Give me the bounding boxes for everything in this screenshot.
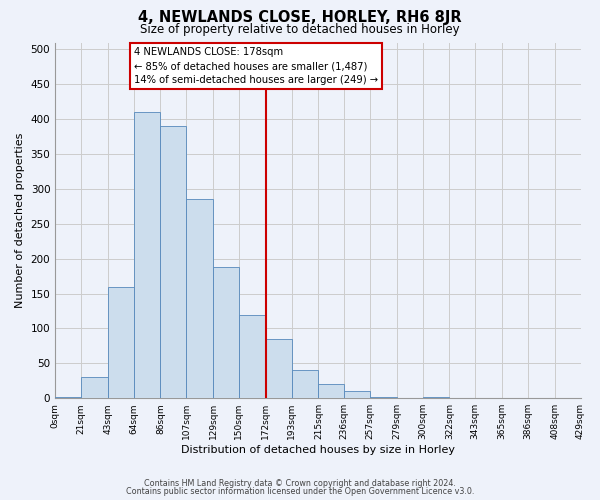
Bar bbox=[292, 370, 319, 398]
Bar bbox=[134, 112, 160, 398]
Y-axis label: Number of detached properties: Number of detached properties bbox=[15, 132, 25, 308]
Bar bbox=[81, 378, 108, 398]
Text: Size of property relative to detached houses in Horley: Size of property relative to detached ho… bbox=[140, 22, 460, 36]
Bar bbox=[422, 397, 449, 398]
Bar bbox=[108, 286, 134, 398]
Text: 4, NEWLANDS CLOSE, HORLEY, RH6 8JR: 4, NEWLANDS CLOSE, HORLEY, RH6 8JR bbox=[138, 10, 462, 25]
Bar bbox=[239, 314, 266, 398]
Text: Contains public sector information licensed under the Open Government Licence v3: Contains public sector information licen… bbox=[126, 487, 474, 496]
Bar bbox=[213, 267, 239, 398]
Bar bbox=[370, 397, 397, 398]
Bar bbox=[160, 126, 186, 398]
Bar bbox=[186, 200, 213, 398]
Bar bbox=[344, 391, 370, 398]
Bar bbox=[55, 397, 81, 398]
Bar bbox=[266, 339, 292, 398]
Bar bbox=[319, 384, 344, 398]
X-axis label: Distribution of detached houses by size in Horley: Distribution of detached houses by size … bbox=[181, 445, 455, 455]
Text: 4 NEWLANDS CLOSE: 178sqm
← 85% of detached houses are smaller (1,487)
14% of sem: 4 NEWLANDS CLOSE: 178sqm ← 85% of detach… bbox=[134, 48, 377, 86]
Text: Contains HM Land Registry data © Crown copyright and database right 2024.: Contains HM Land Registry data © Crown c… bbox=[144, 478, 456, 488]
